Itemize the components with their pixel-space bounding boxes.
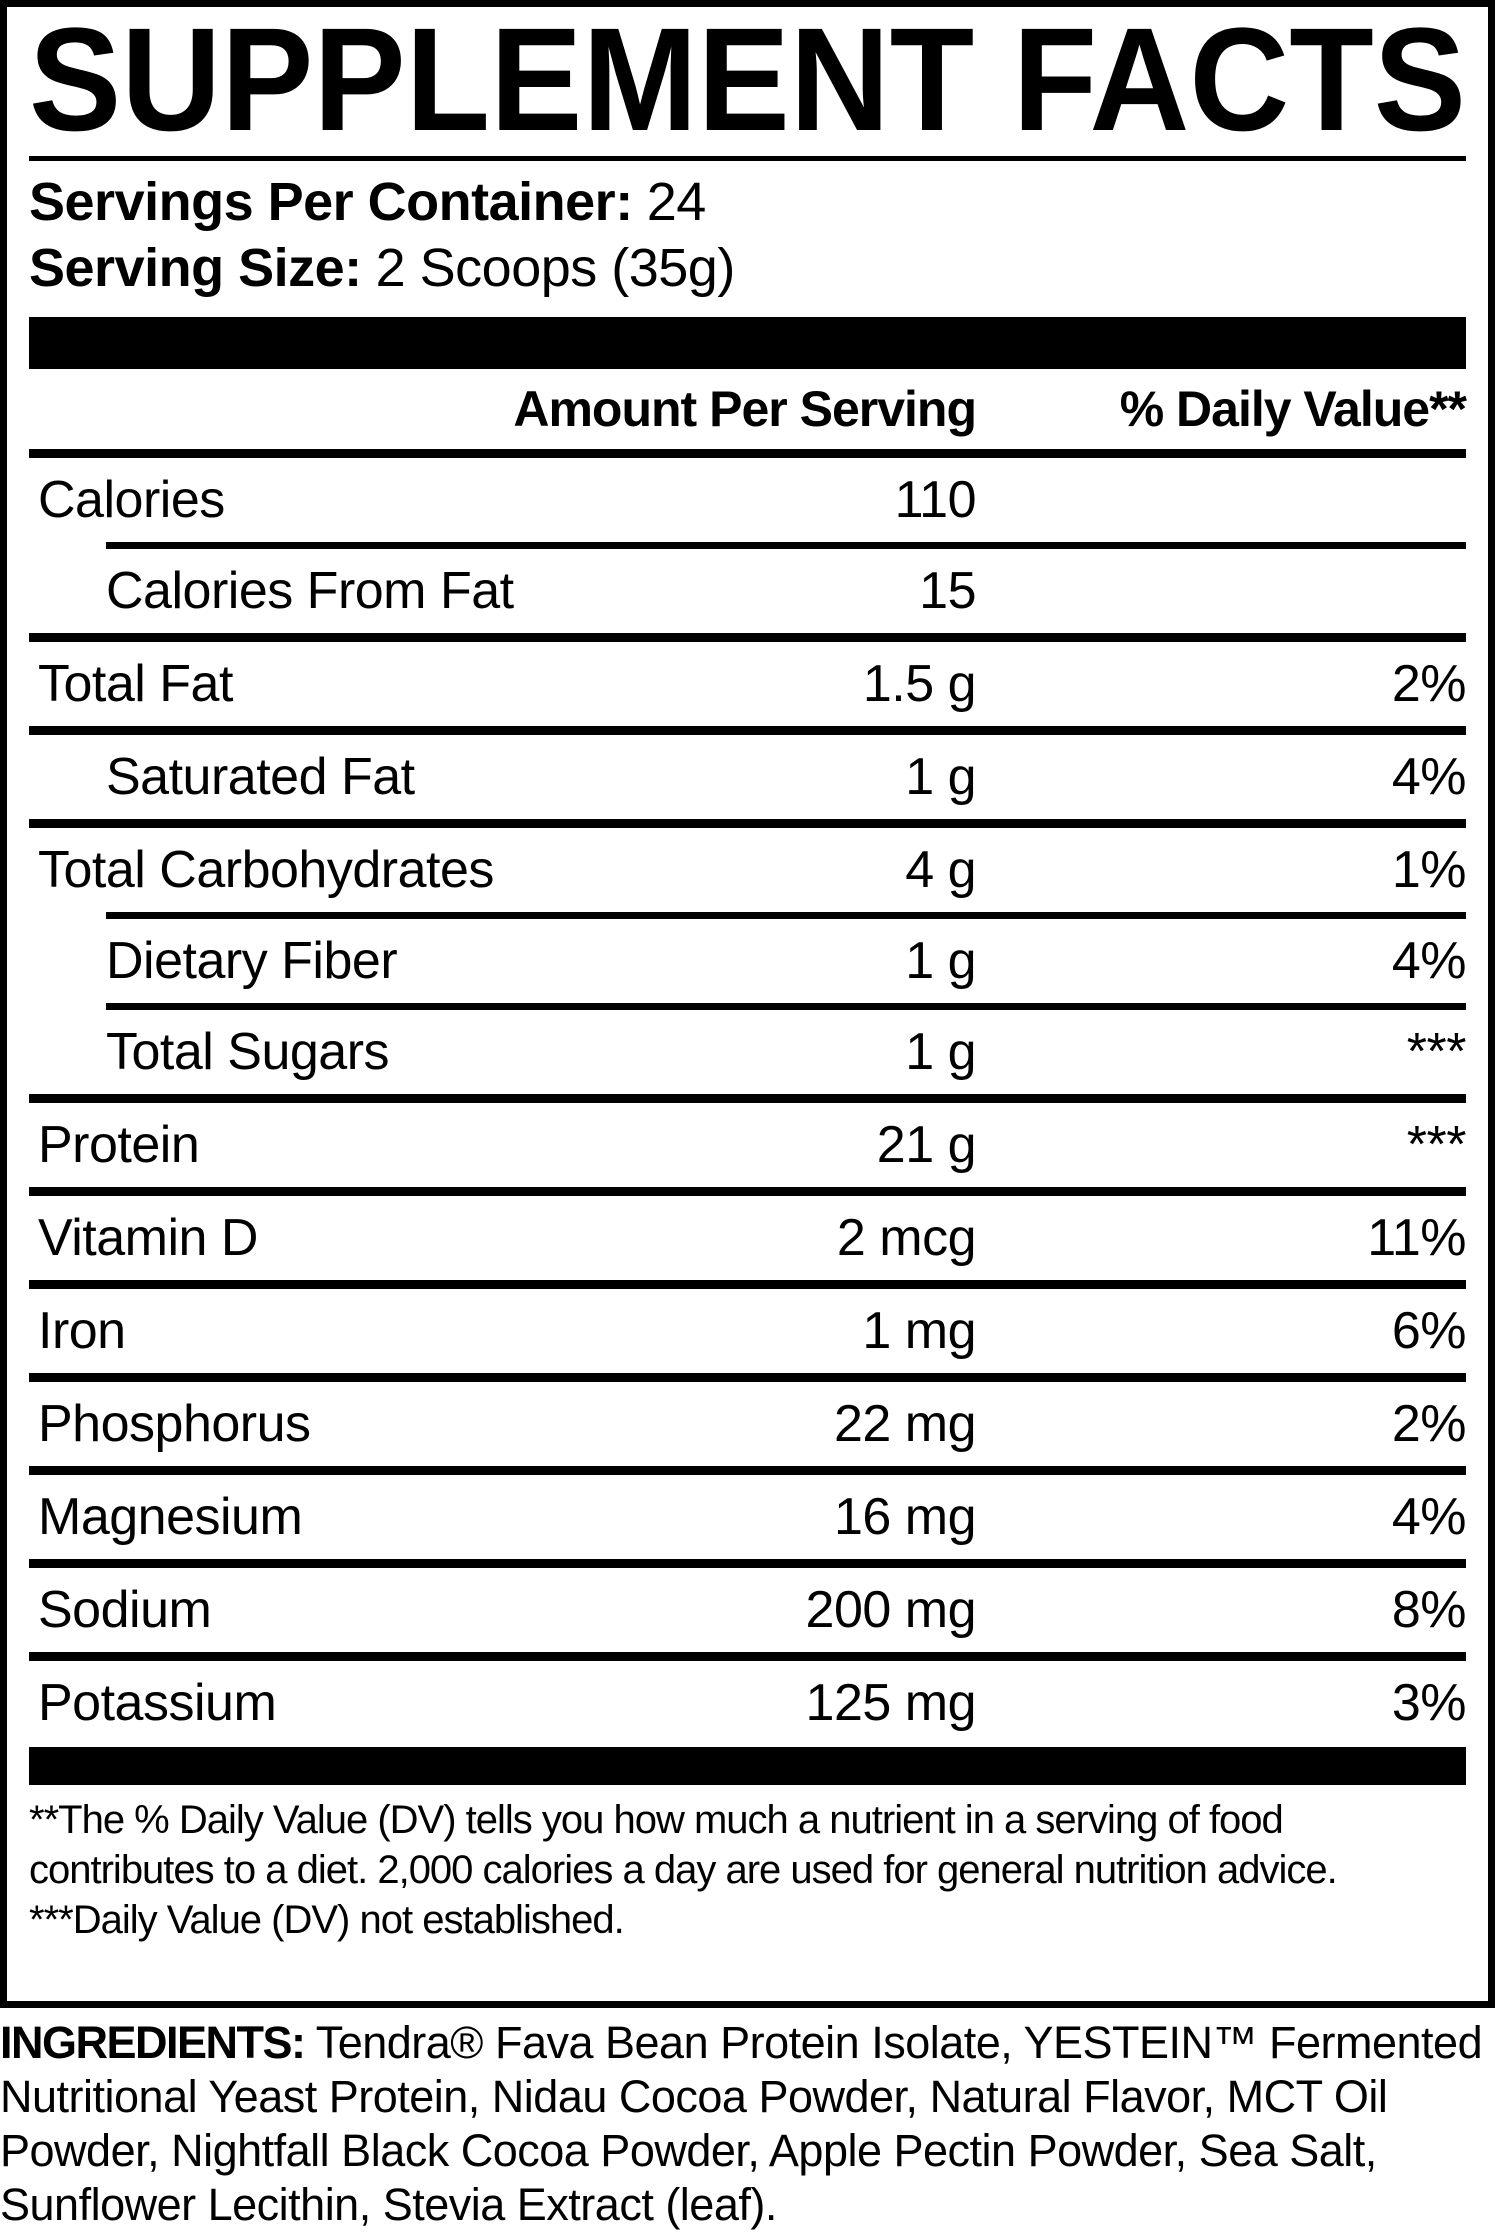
- nutrient-daily-value: 1%: [1391, 841, 1467, 899]
- daily-value-footnote: **The % Daily Value (DV) tells you how m…: [29, 1798, 1338, 1892]
- title-divider: [29, 156, 1466, 161]
- daily-value-header: % Daily Value**: [1119, 381, 1467, 437]
- nutrient-row: Protein 21 g ***: [29, 1103, 1467, 1187]
- nutrient-row: Total Sugars 1 g ***: [29, 1010, 1467, 1094]
- nutrient-amount: 1 g: [905, 748, 976, 806]
- nutrient-daily-value: 2%: [1391, 1395, 1467, 1453]
- nutrient-amount: 16 mg: [833, 1488, 977, 1546]
- row-divider: [29, 819, 1466, 828]
- footnotes: **The % Daily Value (DV) tells you how m…: [29, 1795, 1466, 1945]
- nutrient-row: Iron 1 mg 6%: [29, 1289, 1467, 1373]
- nutrient-row: Phosphorus 22 mg 2%: [29, 1382, 1467, 1466]
- nutrient-rows: Calories 110 Calories From Fat 15 Total …: [29, 458, 1467, 1745]
- nutrient-row: Calories 110: [29, 458, 1466, 542]
- row-divider: [106, 1003, 1466, 1010]
- row-divider: [29, 1466, 1466, 1475]
- nutrient-label: Total Fat: [38, 655, 233, 713]
- row-divider: [29, 1652, 1466, 1661]
- nutrient-label: Calories: [38, 471, 225, 529]
- row-divider: [29, 1280, 1466, 1289]
- nutrient-row: Sodium 200 mg 8%: [29, 1568, 1467, 1652]
- nutrient-row: Total Carbohydrates 4 g 1%: [29, 828, 1467, 912]
- nutrient-amount: 1 mg: [862, 1302, 976, 1360]
- nutrient-row: Vitamin D 2 mcg 11%: [29, 1196, 1467, 1280]
- row-divider: [29, 726, 1466, 735]
- nutrient-amount: 1 g: [905, 1023, 976, 1081]
- nutrient-amount: 15: [919, 562, 976, 620]
- nutrient-amount: 1 g: [905, 932, 976, 990]
- nutrient-amount: 4 g: [905, 841, 976, 899]
- nutrient-label: Saturated Fat: [106, 748, 415, 806]
- row-divider: [106, 542, 1466, 549]
- nutrient-label: Phosphorus: [38, 1395, 311, 1453]
- nutrient-label: Calories From Fat: [106, 562, 514, 620]
- nutrient-daily-value: 8%: [1391, 1581, 1467, 1639]
- serving-info: Servings Per Container: 24 Serving Size: 2…: [29, 169, 1466, 301]
- nutrient-daily-value: 2%: [1391, 655, 1467, 713]
- row-divider: [29, 1559, 1466, 1568]
- nutrient-daily-value: 4%: [1391, 748, 1467, 806]
- nutrient-label: Sodium: [38, 1581, 212, 1639]
- nutrient-row: Calories From Fat 15: [29, 549, 1466, 633]
- nutrient-amount: 125 mg: [805, 1674, 977, 1732]
- nutrient-daily-value: 4%: [1391, 1488, 1467, 1546]
- nutrient-daily-value: 6%: [1391, 1302, 1467, 1360]
- nutrient-label: Dietary Fiber: [106, 932, 398, 990]
- nutrient-label: Total Sugars: [106, 1023, 390, 1081]
- nutrient-amount: 22 mg: [833, 1395, 977, 1453]
- row-divider: [106, 912, 1466, 919]
- serving-size: Serving Size: 2 Scoops (35g): [29, 235, 1466, 301]
- nutrient-daily-value: ***: [1406, 1023, 1467, 1081]
- row-divider: [29, 1373, 1466, 1382]
- nutrient-label: Protein: [38, 1116, 200, 1174]
- amount-per-serving-header: Amount Per Serving: [513, 381, 977, 437]
- serving-size-label: Serving Size:: [29, 238, 362, 298]
- serving-size-value: 2 Scoops (35g): [375, 238, 736, 298]
- nutrient-label: Total Carbohydrates: [38, 841, 494, 899]
- row-divider: [29, 1094, 1466, 1103]
- title-banner: SUPPLEMENT FACTS: [29, 23, 1466, 148]
- nutrient-amount: 1.5 g: [862, 655, 977, 713]
- nutrient-table: Amount Per Serving % Daily Value** Calor…: [29, 369, 1467, 1745]
- table-header-row: Amount Per Serving % Daily Value**: [29, 369, 1467, 449]
- nutrient-row: Saturated Fat 1 g 4%: [29, 735, 1467, 819]
- nutrient-daily-value: 3%: [1391, 1674, 1467, 1732]
- nutrient-label: Iron: [38, 1302, 126, 1360]
- panel-title: SUPPLEMENT FACTS: [29, 23, 1466, 148]
- separator-bar-top: [29, 317, 1466, 369]
- nutrient-row: Magnesium 16 mg 4%: [29, 1475, 1467, 1559]
- nutrient-amount: 200 mg: [805, 1581, 977, 1639]
- nutrient-daily-value: 4%: [1391, 932, 1467, 990]
- nutrient-label: Potassium: [38, 1674, 277, 1732]
- nutrient-label: Magnesium: [38, 1488, 303, 1546]
- ingredients-text: Tendra® Fava Bean Protein Isolate, YESTE…: [0, 2017, 1483, 2230]
- separator-bar-bottom: [29, 1747, 1466, 1785]
- nutrient-amount: 21 g: [876, 1116, 977, 1174]
- row-divider: [29, 633, 1466, 642]
- servings-per-container: Servings Per Container: 24: [29, 169, 1466, 235]
- ingredients-section: INGREDIENTS: Tendra® Fava Bean Protein I…: [0, 2016, 1500, 2232]
- supplement-facts-panel: SUPPLEMENT FACTS Servings Per Container:…: [0, 0, 1495, 2008]
- nutrient-daily-value: ***: [1406, 1116, 1467, 1174]
- nutrient-row: Potassium 125 mg 3%: [29, 1661, 1467, 1745]
- nutrient-amount: 2 mcg: [836, 1209, 977, 1267]
- header-divider: [29, 449, 1466, 458]
- nutrient-daily-value: 11%: [1367, 1209, 1466, 1267]
- servings-per-container-value: 24: [646, 172, 707, 232]
- not-established-footnote: ***Daily Value (DV) not established.: [29, 1898, 625, 1942]
- row-divider: [29, 1187, 1466, 1196]
- nutrient-row: Total Fat 1.5 g 2%: [29, 642, 1467, 726]
- nutrient-row: Dietary Fiber 1 g 4%: [29, 919, 1467, 1003]
- nutrient-label: Vitamin D: [38, 1209, 258, 1267]
- ingredients-label: INGREDIENTS:: [0, 2017, 306, 2068]
- servings-per-container-label: Servings Per Container:: [29, 172, 633, 232]
- nutrient-amount: 110: [894, 471, 977, 529]
